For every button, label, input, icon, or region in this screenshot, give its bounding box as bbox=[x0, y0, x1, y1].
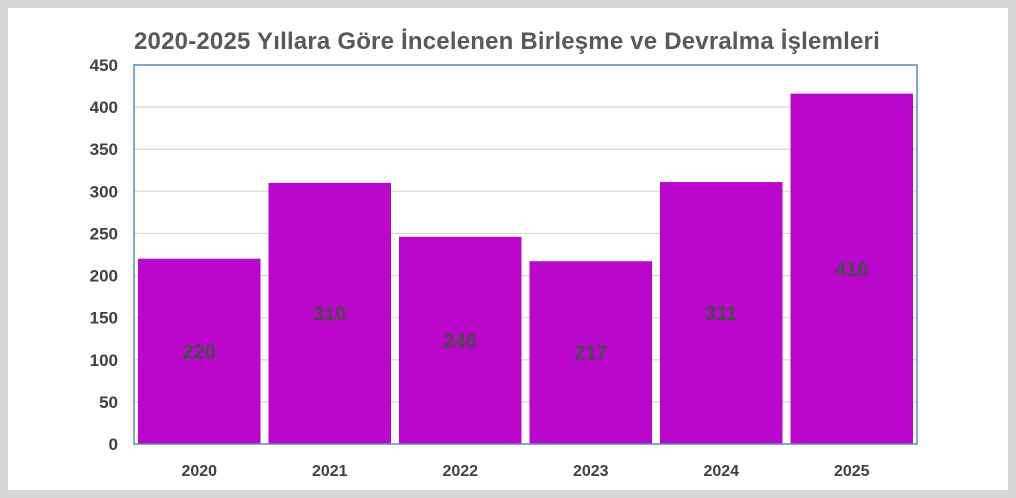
bars bbox=[138, 93, 913, 444]
y-tick-label: 150 bbox=[90, 309, 118, 328]
bar-2022 bbox=[399, 236, 522, 444]
y-tick-label: 100 bbox=[90, 351, 118, 370]
data-label: 310 bbox=[313, 303, 346, 325]
gridlines bbox=[134, 64, 917, 403]
y-tick-label: 0 bbox=[109, 435, 118, 454]
bar-2020 bbox=[138, 258, 261, 444]
bar-2023 bbox=[529, 261, 652, 444]
data-label: 416 bbox=[835, 259, 868, 281]
y-tick-label: 200 bbox=[90, 267, 118, 286]
x-tick-label: 2022 bbox=[442, 463, 478, 480]
data-label: 220 bbox=[183, 341, 216, 363]
y-tick-label: 450 bbox=[90, 56, 118, 75]
x-tick-label: 2025 bbox=[834, 463, 870, 480]
chart-title: 2020-2025 Yıllara Göre İncelenen Birleşm… bbox=[134, 28, 880, 55]
x-tick-label: 2024 bbox=[703, 463, 739, 480]
y-tick-label: 400 bbox=[90, 98, 118, 117]
y-tick-label: 50 bbox=[99, 393, 118, 412]
bar-2021 bbox=[268, 182, 391, 444]
plot-area-border bbox=[133, 64, 918, 445]
x-axis-ticks: 2020 2021 2022 2023 2024 2025 bbox=[181, 463, 869, 480]
bar-2025 bbox=[790, 93, 913, 444]
data-label: 311 bbox=[705, 303, 737, 325]
data-labels: 220 310 246 217 311 416 bbox=[183, 259, 869, 365]
data-label: 217 bbox=[574, 343, 607, 365]
axes bbox=[133, 64, 918, 445]
y-tick-label: 250 bbox=[90, 224, 118, 243]
x-tick-label: 2021 bbox=[312, 463, 348, 480]
y-axis-ticks: 0 50 100 150 200 250 300 350 400 450 bbox=[90, 56, 118, 454]
x-tick-label: 2023 bbox=[573, 463, 609, 480]
bar-2024 bbox=[660, 182, 783, 444]
y-tick-label: 350 bbox=[90, 140, 118, 159]
x-tick-label: 2020 bbox=[181, 463, 217, 480]
y-tick-label: 300 bbox=[90, 182, 118, 201]
data-label: 246 bbox=[444, 330, 477, 352]
